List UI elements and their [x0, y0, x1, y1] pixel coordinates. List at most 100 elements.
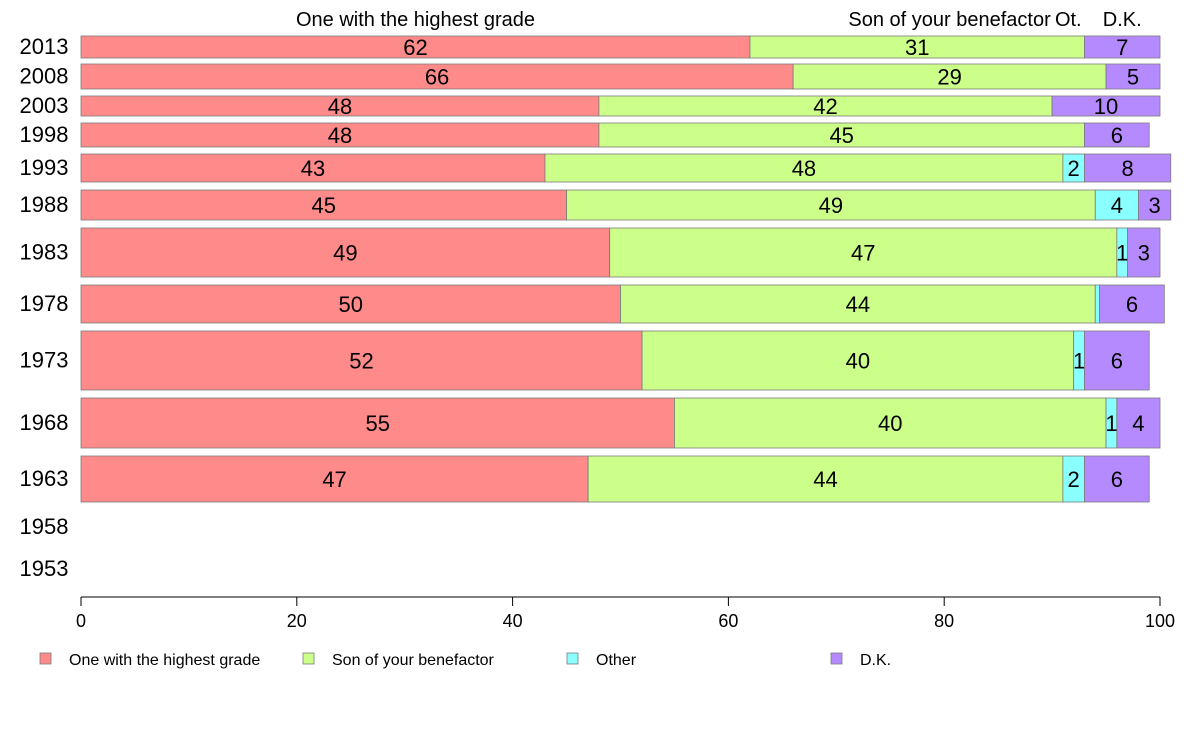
legend-label: Other — [596, 652, 637, 669]
bar-value-label: 66 — [425, 65, 449, 90]
bar-segment — [1084, 153, 1172, 183]
row-label: 1973 — [20, 348, 69, 373]
legend-swatch — [830, 652, 843, 665]
bar-value-label: 4 — [1132, 411, 1144, 436]
bar-value-label: 47 — [851, 241, 875, 266]
bar-value-label: 6 — [1111, 123, 1123, 148]
bar-value-label: 52 — [349, 349, 373, 374]
bar-value-label: 40 — [878, 411, 902, 436]
bar-value-label: 6 — [1126, 292, 1138, 317]
bar-segment — [544, 153, 1064, 183]
bar-segment — [80, 122, 600, 148]
bar-value-label: 31 — [905, 35, 929, 60]
row-label: 1953 — [20, 556, 69, 581]
bar-segment — [1094, 189, 1139, 221]
row-label: 2003 — [20, 93, 69, 118]
legend-swatch — [302, 652, 315, 665]
bar-value-label: 48 — [328, 123, 352, 148]
bar-segment — [1084, 455, 1150, 503]
legend-label: One with the highest grade — [69, 652, 260, 669]
row-label: 1958 — [20, 514, 69, 539]
bar-segment — [792, 63, 1107, 90]
legend-swatch — [39, 652, 52, 665]
bar-value-label: 42 — [813, 94, 837, 119]
bar-segment — [80, 284, 621, 324]
row-label: 1993 — [20, 155, 69, 180]
bar-value-label: 40 — [846, 349, 870, 374]
bar-segment — [1084, 330, 1150, 391]
x-tick-label: 60 — [718, 611, 738, 631]
bar-value-label: 6 — [1111, 349, 1123, 374]
row-labels: 2013 2008 2003 1998 1993 1988 1983 1978 1973 1968… — [20, 34, 69, 581]
bar-segment — [1105, 63, 1161, 90]
bar-value-label: 49 — [819, 193, 843, 218]
bar-segment — [1127, 227, 1161, 278]
bar-value-label: 29 — [937, 65, 961, 90]
bar-segment — [1051, 95, 1161, 117]
bar-value-label: 3 — [1138, 241, 1150, 266]
bar-segment — [80, 227, 611, 278]
bar-value-label: 50 — [339, 292, 363, 317]
top-label: Ot. — [1055, 9, 1082, 31]
row-label: 1963 — [20, 466, 69, 491]
bar-value-label: 5 — [1127, 65, 1139, 90]
top-label: D.K. — [1103, 9, 1142, 31]
bar-segment — [1094, 284, 1100, 324]
bar-value-label: 48 — [792, 156, 816, 181]
bar-value-label: 55 — [365, 411, 389, 436]
bar-segment — [674, 397, 1107, 449]
bar-segment — [566, 189, 1096, 221]
bar-value-label: 49 — [333, 241, 357, 266]
x-tick-label: 80 — [934, 611, 954, 631]
bar-segment — [80, 189, 567, 221]
row-label: 1983 — [20, 240, 69, 265]
bar-value-label: 2 — [1068, 467, 1080, 492]
bar-value-label: 45 — [312, 193, 336, 218]
bar-value-label: 2 — [1068, 156, 1080, 181]
x-tick-label: 40 — [503, 611, 523, 631]
bar-segment — [641, 330, 1075, 391]
bar-value-label: 62 — [403, 35, 427, 60]
row-label: 2013 — [20, 34, 69, 59]
x-tick-label: 0 — [76, 611, 86, 631]
bar-value-label: 6 — [1111, 467, 1123, 492]
bar-segment — [1084, 35, 1161, 59]
bar-value-label: 1 — [1073, 349, 1085, 374]
bar-value-label: 7 — [1116, 35, 1128, 60]
bar-value-label: 45 — [829, 123, 853, 148]
x-tick-label: 100 — [1145, 611, 1175, 631]
bar-segment — [609, 227, 1118, 278]
row-label: 1978 — [20, 291, 69, 316]
row-label: 2008 — [20, 64, 69, 89]
bar-value-label: 10 — [1094, 94, 1118, 119]
bar-value-label: 1 — [1116, 241, 1128, 266]
bar-value-label: 43 — [301, 156, 325, 181]
bar-value-label: 47 — [322, 467, 346, 492]
top-label: Son of your benefactor — [848, 9, 1051, 31]
bar-value-label: 48 — [328, 94, 352, 119]
legend-label: D.K. — [860, 652, 891, 669]
bar-segment — [1099, 284, 1165, 324]
row-label: 1968 — [20, 410, 69, 435]
bar-segment — [1116, 397, 1161, 449]
top-labels: One with the highest grade Son of your be… — [296, 9, 1142, 31]
row-label: 1988 — [20, 192, 69, 217]
legend-swatch — [566, 652, 579, 665]
bar-value-label: 8 — [1122, 156, 1134, 181]
legend: One with the highest grade Son of your be… — [39, 652, 891, 669]
bar-segment — [80, 330, 643, 391]
top-label: One with the highest grade — [296, 9, 535, 31]
bar-segment — [620, 284, 1096, 324]
bar-value-label: 3 — [1148, 193, 1160, 218]
bar-value-label: 44 — [846, 292, 870, 317]
bar-value-label: 44 — [813, 467, 837, 492]
x-axis: 0 20 40 60 80 100 — [76, 596, 1175, 631]
row-label: 1998 — [20, 122, 69, 147]
legend-label: Son of your benefactor — [332, 652, 495, 669]
bar-value-label: 1 — [1105, 411, 1117, 436]
bar-segment — [1138, 189, 1172, 221]
x-tick-label: 20 — [287, 611, 307, 631]
bar-value-label: 4 — [1111, 193, 1123, 218]
